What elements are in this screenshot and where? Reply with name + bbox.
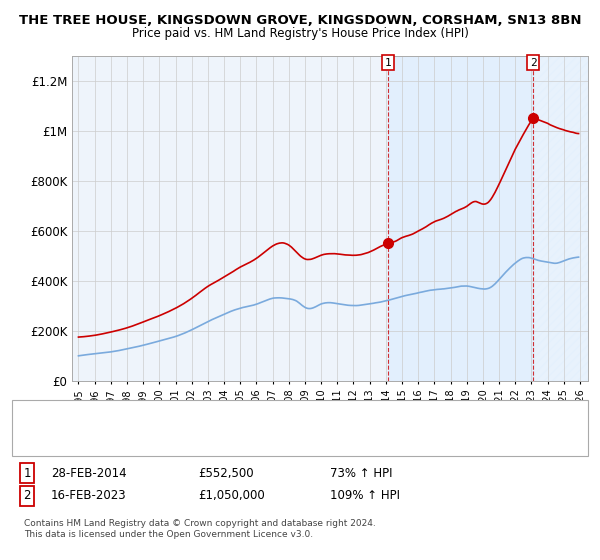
Text: £552,500: £552,500 <box>198 466 254 480</box>
Text: 73% ↑ HPI: 73% ↑ HPI <box>330 466 392 480</box>
Bar <box>388 56 533 381</box>
Bar <box>533 56 588 381</box>
Text: 109% ↑ HPI: 109% ↑ HPI <box>330 489 400 502</box>
Text: 28-FEB-2014: 28-FEB-2014 <box>51 466 127 480</box>
Text: 2: 2 <box>530 58 537 68</box>
Text: THE TREE HOUSE, KINGSDOWN GROVE, KINGSDOWN, CORSHAM, SN13 8BN: THE TREE HOUSE, KINGSDOWN GROVE, KINGSDO… <box>19 14 581 27</box>
Text: 1: 1 <box>385 58 392 68</box>
Text: THE TREE HOUSE, KINGSDOWN GROVE, KINGSDOWN, CORSHAM, SN13 8BN (detached h: THE TREE HOUSE, KINGSDOWN GROVE, KINGSDO… <box>60 407 521 417</box>
Text: HPI: Average price, detached house, Wiltshire: HPI: Average price, detached house, Wilt… <box>60 424 299 435</box>
Text: 2: 2 <box>23 489 31 502</box>
Text: Contains HM Land Registry data © Crown copyright and database right 2024.
This d: Contains HM Land Registry data © Crown c… <box>24 520 376 539</box>
Text: 1: 1 <box>23 466 31 480</box>
Text: 16-FEB-2023: 16-FEB-2023 <box>51 489 127 502</box>
Text: Price paid vs. HM Land Registry's House Price Index (HPI): Price paid vs. HM Land Registry's House … <box>131 27 469 40</box>
Text: £1,050,000: £1,050,000 <box>198 489 265 502</box>
